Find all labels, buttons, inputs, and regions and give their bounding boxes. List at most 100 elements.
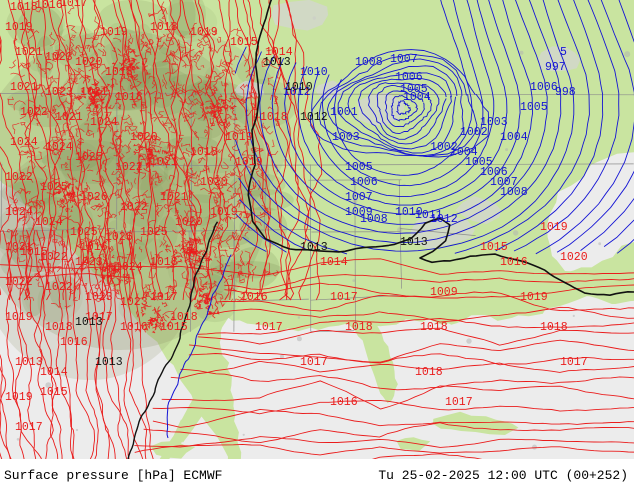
svg-text:1021: 1021	[160, 191, 188, 204]
svg-text:1025: 1025	[70, 226, 98, 239]
svg-text:1012: 1012	[300, 111, 328, 124]
svg-text:1021: 1021	[15, 46, 43, 59]
svg-text:1007: 1007	[390, 53, 418, 66]
svg-text:1019: 1019	[210, 206, 238, 219]
svg-text:1004: 1004	[403, 91, 431, 104]
svg-text:1017: 1017	[15, 421, 43, 434]
svg-text:1008: 1008	[360, 213, 388, 226]
svg-text:1006: 1006	[350, 176, 378, 189]
svg-text:1016: 1016	[35, 0, 63, 12]
svg-text:1017: 1017	[150, 291, 178, 304]
svg-text:1021: 1021	[10, 81, 38, 94]
svg-text:1021: 1021	[150, 156, 178, 169]
svg-text:1023: 1023	[120, 296, 148, 309]
svg-text:1001: 1001	[330, 106, 358, 119]
svg-text:998: 998	[555, 86, 576, 99]
svg-text:1010: 1010	[285, 81, 313, 94]
svg-text:997: 997	[545, 61, 566, 74]
svg-text:1024: 1024	[10, 136, 38, 149]
svg-text:1017: 1017	[445, 396, 473, 409]
svg-text:1020: 1020	[560, 251, 588, 264]
svg-text:1018: 1018	[415, 366, 443, 379]
svg-text:1022: 1022	[5, 276, 33, 289]
svg-text:1020: 1020	[175, 216, 203, 229]
svg-text:1008: 1008	[355, 56, 383, 69]
svg-text:1019: 1019	[520, 291, 548, 304]
svg-text:1020: 1020	[130, 131, 158, 144]
svg-text:1024: 1024	[90, 116, 118, 129]
svg-text:1018: 1018	[105, 66, 133, 79]
svg-text:1019: 1019	[540, 221, 568, 234]
svg-text:1018: 1018	[170, 311, 198, 324]
svg-text:1017: 1017	[300, 356, 328, 369]
svg-text:1025: 1025	[40, 181, 68, 194]
svg-text:1005: 1005	[345, 161, 373, 174]
svg-text:1017: 1017	[60, 0, 88, 10]
svg-text:1018: 1018	[260, 111, 288, 124]
svg-text:1022: 1022	[115, 161, 143, 174]
svg-text:1005: 1005	[520, 101, 548, 114]
svg-text:1008: 1008	[500, 186, 528, 199]
svg-text:1013: 1013	[15, 356, 43, 369]
svg-text:1023: 1023	[45, 51, 73, 64]
svg-text:1018: 1018	[190, 146, 218, 159]
svg-text:1014: 1014	[40, 366, 68, 379]
svg-text:1026: 1026	[105, 231, 133, 244]
svg-text:1016: 1016	[60, 336, 88, 349]
svg-text:1017: 1017	[255, 321, 283, 334]
svg-text:5: 5	[560, 46, 567, 59]
svg-text:1015: 1015	[20, 246, 48, 259]
svg-text:1014: 1014	[320, 256, 348, 269]
svg-text:1016: 1016	[120, 321, 148, 334]
svg-text:1021: 1021	[80, 86, 108, 99]
svg-text:1022: 1022	[20, 106, 48, 119]
svg-text:1018: 1018	[420, 321, 448, 334]
svg-text:1026: 1026	[80, 191, 108, 204]
svg-text:1025: 1025	[140, 226, 168, 239]
svg-text:1025: 1025	[75, 151, 103, 164]
svg-text:1019: 1019	[5, 21, 33, 34]
svg-text:1017: 1017	[560, 356, 588, 369]
svg-text:1016: 1016	[500, 256, 528, 269]
svg-text:1018: 1018	[540, 321, 568, 334]
svg-text:1023: 1023	[85, 291, 113, 304]
svg-text:1002: 1002	[460, 126, 488, 139]
svg-text:1023: 1023	[45, 86, 73, 99]
svg-text:1010: 1010	[300, 66, 328, 79]
svg-text:1016: 1016	[330, 396, 358, 409]
svg-text:1012: 1012	[430, 213, 458, 226]
svg-text:1024: 1024	[115, 261, 143, 274]
svg-text:1004: 1004	[500, 131, 528, 144]
svg-text:1015: 1015	[480, 241, 508, 254]
svg-text:1023: 1023	[75, 256, 103, 269]
svg-text:1016: 1016	[80, 241, 108, 254]
svg-text:1018: 1018	[150, 256, 178, 269]
svg-text:1019: 1019	[190, 26, 218, 39]
svg-text:1024: 1024	[5, 206, 33, 219]
svg-text:1024: 1024	[45, 141, 73, 154]
svg-text:1013: 1013	[75, 316, 103, 329]
svg-text:1022: 1022	[120, 201, 148, 214]
svg-text:1013: 1013	[95, 356, 123, 369]
svg-text:1003: 1003	[332, 131, 360, 144]
svg-text:1018: 1018	[45, 321, 73, 334]
svg-text:1013: 1013	[300, 241, 328, 254]
svg-text:1007: 1007	[345, 191, 373, 204]
svg-text:1018: 1018	[150, 21, 178, 34]
svg-text:1017: 1017	[330, 291, 358, 304]
svg-text:1019: 1019	[100, 26, 128, 39]
svg-text:1019: 1019	[235, 156, 263, 169]
svg-text:1013: 1013	[400, 236, 428, 249]
svg-text:1019: 1019	[5, 311, 33, 324]
svg-text:1013: 1013	[263, 56, 291, 69]
svg-text:1006: 1006	[530, 81, 558, 94]
svg-text:1018: 1018	[10, 1, 38, 14]
svg-text:1016: 1016	[240, 291, 268, 304]
svg-text:1022: 1022	[5, 171, 33, 184]
svg-text:1009: 1009	[430, 286, 458, 299]
svg-text:1020: 1020	[75, 56, 103, 69]
svg-text:1015: 1015	[40, 386, 68, 399]
svg-text:1015: 1015	[230, 36, 258, 49]
svg-text:1018: 1018	[115, 91, 143, 104]
svg-text:1024: 1024	[35, 216, 63, 229]
